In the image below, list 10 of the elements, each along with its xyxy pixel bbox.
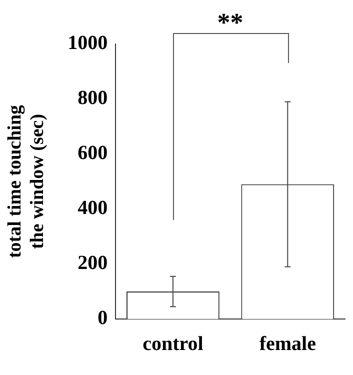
y-tick-label: 1000 — [68, 32, 108, 54]
y-tick-label: 600 — [78, 142, 108, 164]
x-tick-label: female — [259, 333, 316, 356]
y-tick-label: 200 — [78, 252, 108, 274]
text: ** — [217, 8, 244, 37]
y-tick-label: 800 — [78, 87, 108, 110]
x-tick-label: control — [142, 333, 204, 356]
y-tick-label: 0 — [98, 307, 108, 330]
y-axis-title: total time touching the window (sec) — [4, 104, 48, 258]
y-tick-label: 400 — [78, 197, 108, 220]
